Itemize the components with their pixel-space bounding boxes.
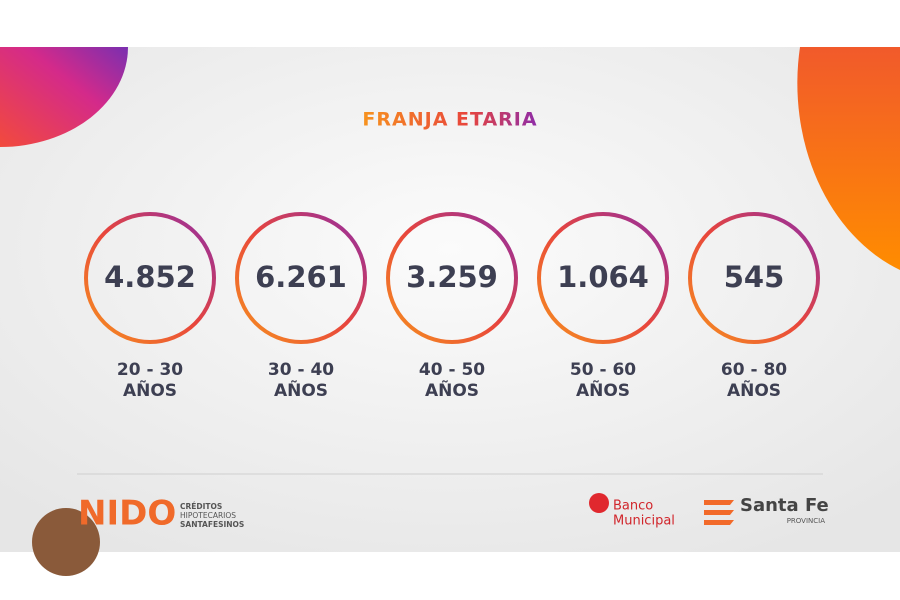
title: FRANJA ETARIA bbox=[362, 109, 537, 131]
stat-unit: AÑOS bbox=[727, 378, 781, 401]
stat-range: 30 - 40 bbox=[268, 360, 334, 380]
stat-value: 3.259 bbox=[406, 260, 498, 294]
stat-ring bbox=[688, 212, 820, 344]
stat-value: 1.064 bbox=[557, 260, 649, 294]
corner-decoration bbox=[797, 47, 900, 270]
province-text: PROVINCIA bbox=[787, 517, 826, 525]
nest-icon bbox=[32, 508, 100, 576]
brand-text: SANTAFESINOS bbox=[180, 520, 244, 529]
stat-range: 40 - 50 bbox=[419, 360, 485, 380]
stat-value: 4.852 bbox=[104, 260, 196, 294]
stat-range: 20 - 30 bbox=[117, 360, 183, 380]
stat-ring bbox=[235, 212, 367, 344]
stat-value: 545 bbox=[724, 260, 785, 294]
stat-unit: AÑOS bbox=[425, 378, 479, 401]
stat-ring bbox=[84, 212, 216, 344]
bank-logo: Banco bbox=[613, 499, 653, 514]
stat-ring bbox=[386, 212, 518, 344]
stat-unit: AÑOS bbox=[274, 378, 328, 401]
stat-range: 50 - 60 bbox=[570, 360, 636, 380]
brand-text: HIPOTECARIOS bbox=[180, 511, 236, 520]
stat-unit: AÑOS bbox=[123, 378, 177, 401]
stat-ring bbox=[537, 212, 669, 344]
bank-logo: Municipal bbox=[613, 514, 675, 529]
province-icon bbox=[704, 500, 734, 525]
stat-unit: AÑOS bbox=[576, 378, 630, 401]
brand-logo: NIDO bbox=[78, 494, 176, 534]
brand-text: CRÉDITOS bbox=[180, 502, 222, 511]
stat-value: 6.261 bbox=[255, 260, 347, 294]
stat-range: 60 - 80 bbox=[721, 360, 787, 380]
background bbox=[0, 47, 900, 552]
bank-icon bbox=[589, 493, 609, 513]
corner-decoration bbox=[0, 47, 128, 147]
province-logo: Santa Fe bbox=[740, 495, 829, 516]
